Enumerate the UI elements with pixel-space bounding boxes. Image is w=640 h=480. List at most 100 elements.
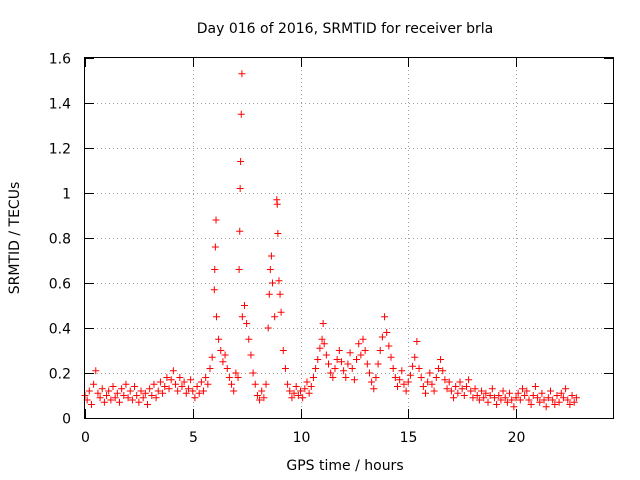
data-point	[318, 335, 326, 343]
data-point	[572, 394, 580, 402]
data-point	[471, 385, 479, 393]
data-point	[342, 374, 350, 381]
x-tick-label: 5	[189, 430, 198, 446]
data-point	[92, 367, 100, 375]
data-point	[409, 362, 417, 370]
data-point	[499, 387, 507, 395]
data-point	[243, 320, 251, 327]
data-point	[506, 389, 514, 397]
data-point	[559, 394, 567, 402]
data-point	[465, 376, 473, 384]
data-point	[165, 385, 173, 393]
data-point	[208, 353, 216, 361]
data-point	[290, 389, 298, 397]
data-point	[221, 351, 229, 359]
data-point	[169, 367, 177, 375]
data-point	[475, 396, 483, 404]
data-point	[292, 383, 300, 390]
data-point	[413, 338, 421, 345]
data-point	[237, 110, 245, 118]
data-point	[258, 387, 266, 395]
data-point	[398, 367, 406, 375]
data-point	[450, 394, 458, 402]
data-point	[536, 398, 544, 406]
data-point	[568, 392, 576, 399]
data-point	[236, 227, 244, 235]
data-point	[120, 392, 128, 399]
data-point	[372, 374, 380, 381]
data-point	[549, 396, 557, 404]
data-point	[228, 380, 236, 388]
data-point	[493, 401, 501, 408]
data-point	[527, 401, 535, 408]
data-point	[303, 378, 311, 386]
data-point	[327, 369, 335, 377]
data-point	[374, 360, 382, 368]
data-point	[184, 385, 192, 393]
data-point	[368, 378, 376, 386]
data-point	[478, 387, 486, 395]
data-point	[551, 401, 559, 408]
y-tick-label: 0.8	[49, 232, 71, 248]
y-tick-label: 0.4	[49, 322, 71, 338]
data-point	[456, 378, 464, 386]
data-point	[107, 396, 115, 404]
data-point	[389, 365, 397, 372]
data-point	[274, 230, 282, 237]
data-point	[430, 387, 438, 395]
data-point	[131, 383, 139, 390]
data-point	[406, 371, 414, 379]
data-point	[267, 252, 275, 260]
data-point	[85, 387, 93, 395]
data-point	[454, 389, 462, 397]
data-point	[469, 394, 477, 402]
data-point	[260, 394, 268, 402]
data-point	[187, 376, 195, 384]
data-point	[417, 374, 425, 381]
data-point	[460, 392, 468, 399]
data-point	[452, 383, 460, 390]
data-point	[238, 70, 246, 78]
data-point	[353, 356, 361, 363]
y-tick-label: 0.6	[49, 277, 71, 293]
data-point	[443, 385, 451, 393]
x-tick-labels: 0 5 10 15 20	[81, 430, 525, 446]
data-point	[564, 396, 572, 404]
data-point	[215, 335, 223, 343]
data-point	[126, 387, 134, 395]
data-point	[426, 369, 434, 377]
data-point	[404, 378, 412, 386]
data-point	[265, 290, 273, 298]
data-point	[365, 369, 373, 377]
data-point	[490, 394, 498, 402]
data-point	[344, 360, 352, 368]
data-point	[555, 398, 563, 406]
data-point	[441, 376, 449, 384]
data-point	[256, 396, 264, 404]
data-point	[523, 387, 531, 395]
data-point	[178, 383, 186, 390]
data-point	[128, 396, 136, 404]
data-point	[202, 374, 210, 381]
data-point	[361, 347, 369, 354]
data-point	[212, 216, 220, 224]
data-point	[219, 358, 227, 366]
data-point	[467, 387, 475, 395]
data-point	[230, 387, 238, 395]
data-point	[542, 403, 550, 411]
data-point	[111, 394, 119, 402]
data-point	[428, 380, 436, 388]
data-point	[264, 324, 272, 332]
data-point	[424, 378, 432, 386]
data-point	[437, 356, 445, 363]
data-point	[148, 392, 156, 399]
data-point	[105, 387, 113, 395]
data-point	[495, 392, 503, 399]
chart-title: Day 016 of 2016, SRMTID for receiver brl…	[197, 21, 494, 37]
data-point	[234, 374, 242, 381]
data-point	[333, 356, 341, 363]
data-point	[473, 392, 481, 399]
data-point	[547, 387, 555, 395]
y-tick-label: 1.2	[49, 142, 71, 158]
data-point	[393, 383, 401, 390]
